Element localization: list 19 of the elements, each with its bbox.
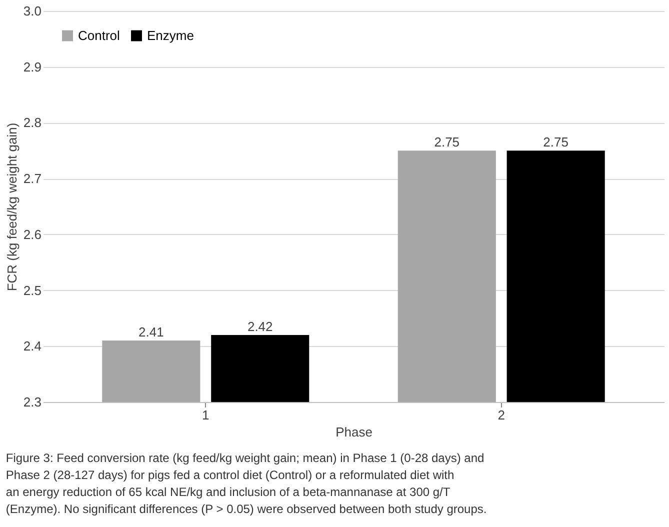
x-tick-label: 2	[498, 408, 505, 422]
legend-label: Control	[78, 28, 120, 43]
y-tick-label: 3.0	[23, 4, 42, 18]
y-tick-label: 2.9	[23, 59, 42, 74]
y-axis-title: FCR (kg feed/kg weight gain)	[4, 122, 20, 292]
caption: Figure 3: Feed conversion rate (kg feed/kg weight gain; mean) in Phase 1 (0-28 days) and Phase 2 (28-127 days) for pigs fed a control diet (Control) or a reformulated diet with an energy reduction of 65 kcal NE/kg and inclusion of a beta-mannanase at 300 g/T (Enzyme). No significant differences (P > 0.05) were observed between both study groups.	[6, 451, 487, 516]
y-tick-label: 2.8	[23, 115, 42, 130]
data-label: 2.75	[434, 134, 460, 150]
x-axis-title: Phase	[336, 424, 372, 440]
legend-label: Enzyme	[147, 28, 194, 43]
y-tick-label: 2.5	[23, 282, 42, 298]
data-label: 2.42	[247, 318, 273, 334]
y-tick-label: 2.7	[23, 171, 42, 186]
data-label: 2.41	[138, 324, 164, 340]
y-tick-label: 2.3	[23, 394, 42, 410]
y-tick-label: 2.4	[23, 338, 42, 354]
y-tick-label: 2.6	[23, 226, 42, 242]
data-label: 2.75	[543, 134, 568, 150]
x-tick-label: 1	[202, 408, 210, 422]
